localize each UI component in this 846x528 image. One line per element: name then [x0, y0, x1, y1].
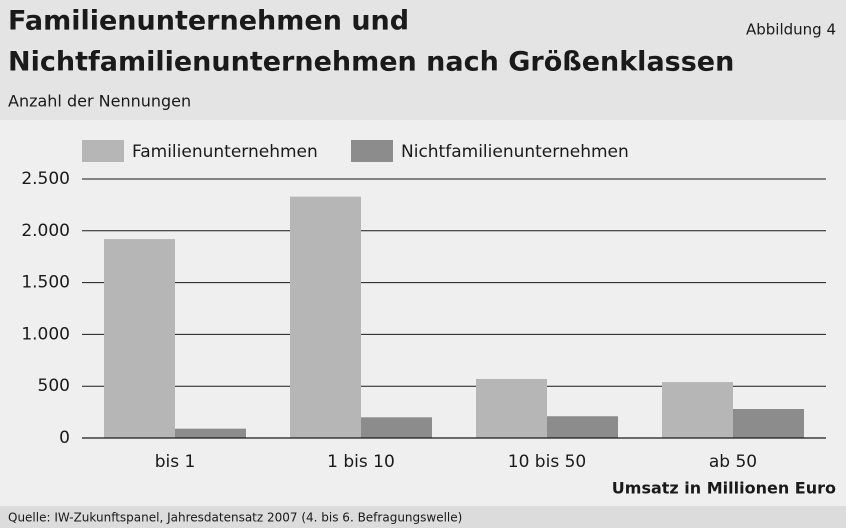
- footer-background: [0, 506, 846, 528]
- x-tick-label: 10 bis 50: [508, 452, 586, 472]
- x-axis-label: Umsatz in Millionen Euro: [612, 479, 836, 498]
- bar: [290, 196, 361, 438]
- y-tick-label: 2.000: [21, 221, 70, 241]
- y-tick-label: 1.500: [21, 273, 70, 293]
- header-background: [0, 0, 846, 120]
- x-tick-label: ab 50: [709, 452, 757, 472]
- bar: [662, 382, 733, 438]
- y-tick-label: 2.500: [21, 169, 70, 189]
- annotation: Abbildung 4: [746, 21, 836, 39]
- bar: [104, 239, 175, 438]
- source: Quelle: IW-Zukunftspanel, Jahresdatensat…: [8, 511, 462, 525]
- bar: [547, 416, 618, 438]
- y-tick-label: 500: [38, 376, 70, 396]
- legend-swatch: [82, 140, 124, 162]
- x-tick-label: bis 1: [155, 452, 196, 472]
- x-tick-label: 1 bis 10: [327, 452, 395, 472]
- chart-title: Nichtfamilienunternehmen nach Größenklas…: [8, 47, 734, 78]
- y-tick-label: 1.000: [21, 324, 70, 344]
- bar: [476, 378, 547, 438]
- bar: [733, 408, 804, 438]
- bar: [175, 428, 246, 438]
- y-tick-label: 0: [59, 428, 70, 448]
- chart-title: Familienunternehmen und: [8, 6, 409, 37]
- legend-swatch: [351, 140, 393, 162]
- bar: [361, 417, 432, 438]
- legend-label: Familienunternehmen: [132, 142, 318, 162]
- subtitle: Anzahl der Nennungen: [8, 92, 191, 111]
- legend-label: Nichtfamilienunternehmen: [401, 142, 629, 162]
